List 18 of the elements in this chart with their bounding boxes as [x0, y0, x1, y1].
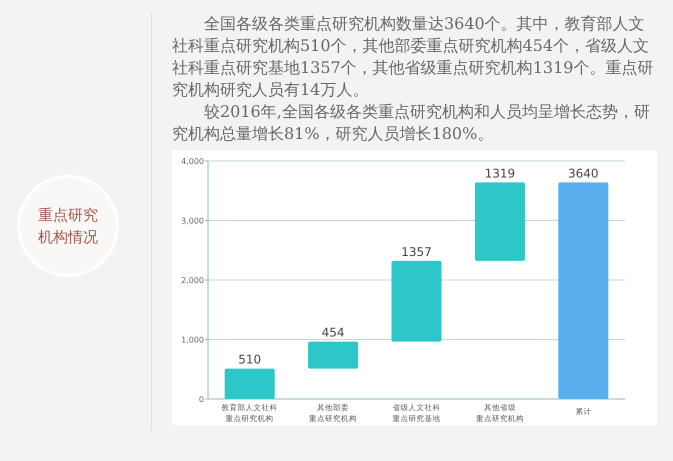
data-label: 1319 — [484, 166, 516, 180]
text: 全国各级各类重点研究机构数量达3640个。其中，教育部人文社科重点研究机构510个，其他部委重点研究机构454个，省级人文社科重点研究基地1357个，其他省级重点研究机构1319个。重点研究机构研究人员有14万人。 — [172, 13, 654, 101]
bar — [391, 260, 442, 342]
y-tick-label: 0 — [198, 395, 204, 404]
data-label: 510 — [238, 352, 262, 367]
text: 重点研究机构情况 — [37, 205, 99, 248]
data-label: 1357 — [401, 244, 432, 259]
bar — [474, 182, 525, 261]
y-tick-label: 4,000 — [181, 157, 204, 166]
y-tick-label: 3,000 — [181, 216, 204, 226]
bar — [558, 182, 608, 399]
data-label: 454 — [322, 326, 345, 340]
text: 较2016年,全国各级各类重点研究机构和人员均呈增长态势，研究机构总量增长81%，研究人员增长180%。 — [172, 101, 651, 145]
data-label: 3640 — [568, 166, 599, 180]
bar — [308, 342, 358, 369]
bar — [224, 368, 275, 399]
y-tick-label: 1,000 — [181, 336, 204, 344]
y-tick-label: 2,000 — [181, 276, 204, 285]
